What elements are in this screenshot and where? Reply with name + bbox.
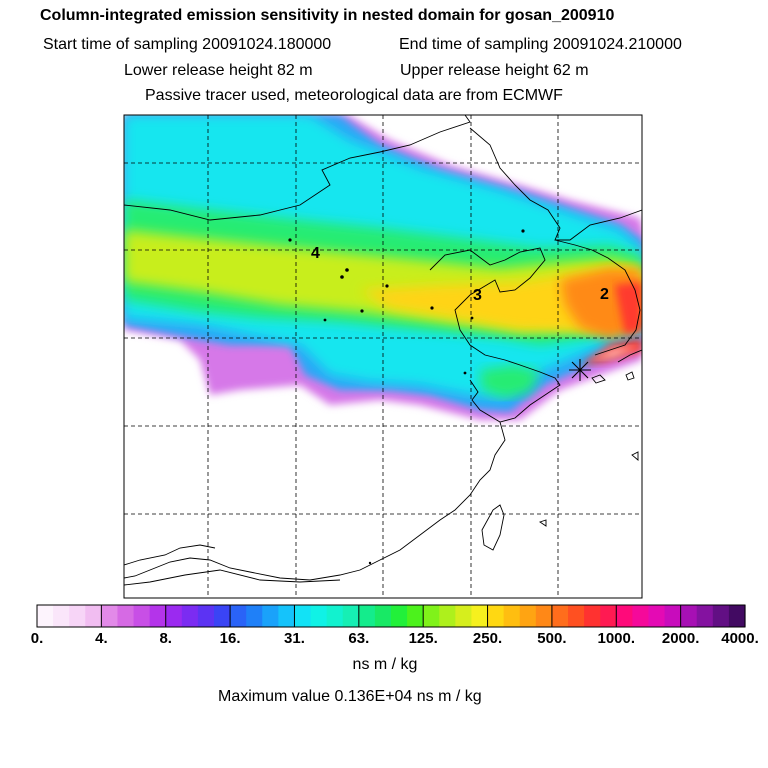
colorbar-cell [149, 605, 167, 627]
colorbar-cell [455, 605, 473, 627]
city-dots [288, 229, 525, 565]
colorbar-cell [632, 605, 650, 627]
colorbar-tick-label: 2000. [661, 630, 700, 647]
colorbar-cell [487, 605, 505, 627]
end-time-label: End time of sampling 20091024.210000 [399, 36, 682, 53]
coast-korea [554, 239, 641, 356]
colorbar-cell [680, 605, 698, 627]
colorbar-cell [278, 605, 296, 627]
colorbar-tick-label: 8. [159, 630, 172, 647]
colorbar-tick-label: 4000. [721, 630, 759, 647]
colorbar-cell [712, 605, 730, 627]
colorbar-tick-label: 1000. [597, 630, 636, 647]
map-label-4: 4 [311, 245, 320, 262]
colorbar-cell [53, 605, 70, 627]
colorbar-cell [664, 605, 682, 627]
colorbar-tick-label: 125. [408, 630, 438, 647]
colorbar-cell [358, 605, 376, 627]
colorbar-separators [100, 605, 682, 627]
colorbar-cell [374, 605, 392, 627]
colorbar-tick-label: 4. [95, 630, 108, 647]
coastlines [124, 115, 642, 586]
colorbar-cell [85, 605, 102, 627]
border-north [124, 115, 471, 221]
star-marker-icon [569, 359, 591, 381]
field-plume-south-inner [590, 346, 640, 360]
island-small-1 [625, 371, 635, 381]
colorbar-cell [728, 605, 746, 627]
island-small-2 [631, 451, 639, 461]
island-small-3 [538, 519, 547, 527]
island-taiwan [481, 504, 505, 551]
colorbar-cell [101, 605, 119, 627]
colorbar-cell [616, 605, 633, 627]
units-label: ns m / kg [352, 656, 418, 673]
coast-bohai [429, 247, 561, 423]
colorbar-cell [262, 605, 279, 627]
colorbar-cell [326, 605, 344, 627]
colorbar-cell [69, 605, 86, 627]
colorbar-tick-label: 16. [219, 630, 241, 647]
colorbar-tick-label: 500. [537, 630, 567, 647]
colorbar-units: ns m / kg [0, 656, 768, 674]
colorbar-cell [246, 605, 263, 627]
colorbar-cell [648, 605, 666, 627]
colorbar-cell [535, 605, 553, 627]
colorbar-cell [568, 605, 585, 627]
colorbar-cell [696, 605, 714, 627]
colorbar-cell [503, 605, 521, 627]
colorbar-cell [310, 605, 328, 627]
tracer-note: Passive tracer used, meteorological data… [145, 87, 563, 104]
map-title: Column-integrated emission sensitivity i… [40, 7, 615, 24]
start-time-label: Start time of sampling 20091024.180000 [43, 36, 332, 53]
graticule [124, 115, 642, 598]
colorbar-tick-label: 63. [348, 630, 370, 647]
colorbar-cell [133, 605, 151, 627]
colorbar-cells [37, 605, 746, 627]
border-inner-1 [124, 544, 216, 566]
colorbar-cell [391, 605, 408, 627]
upper-height-label: Upper release height 62 m [400, 62, 589, 79]
colorbar-cell [197, 605, 215, 627]
colorbar-cell [519, 605, 537, 627]
field-red [615, 282, 642, 335]
colorbar-frame [36, 604, 746, 628]
coast-east-china [124, 421, 506, 581]
colorbar-cell [407, 605, 424, 627]
sensitivity-field: 4 3 2 [124, 115, 642, 598]
map-label-2: 2 [600, 286, 609, 303]
japan-coast [617, 349, 642, 363]
colorbar-cell [439, 605, 456, 627]
colorbar-cell [551, 605, 569, 627]
map-frame [123, 114, 643, 599]
coast-south [124, 569, 341, 586]
border-northeast [469, 127, 642, 241]
colorbar-cell [584, 605, 601, 627]
colorbar-cell [230, 605, 247, 627]
colorbar-cell [423, 605, 440, 627]
field-green-south [480, 365, 540, 398]
colorbar-tick-label: 0. [30, 630, 44, 647]
colorbar-cell [165, 605, 183, 627]
colorbar-cell [37, 605, 54, 627]
colorbar-cell [342, 605, 360, 627]
colorbar-cell [117, 605, 135, 627]
colorbar-cell [181, 605, 199, 627]
colorbar-cell [214, 605, 231, 627]
lower-height-label: Lower release height 82 m [124, 62, 313, 79]
colorbar-cell [600, 605, 617, 627]
colorbar-tick-label: 250. [472, 630, 503, 647]
map-label-3: 3 [473, 287, 482, 304]
colorbar-tick-label: 31. [284, 630, 305, 647]
island-jeju [591, 374, 606, 384]
colorbar-cell [294, 605, 312, 627]
colorbar-cell [471, 605, 489, 627]
max-value-label: Maximum value 0.136E+04 ns m / kg [218, 688, 482, 705]
